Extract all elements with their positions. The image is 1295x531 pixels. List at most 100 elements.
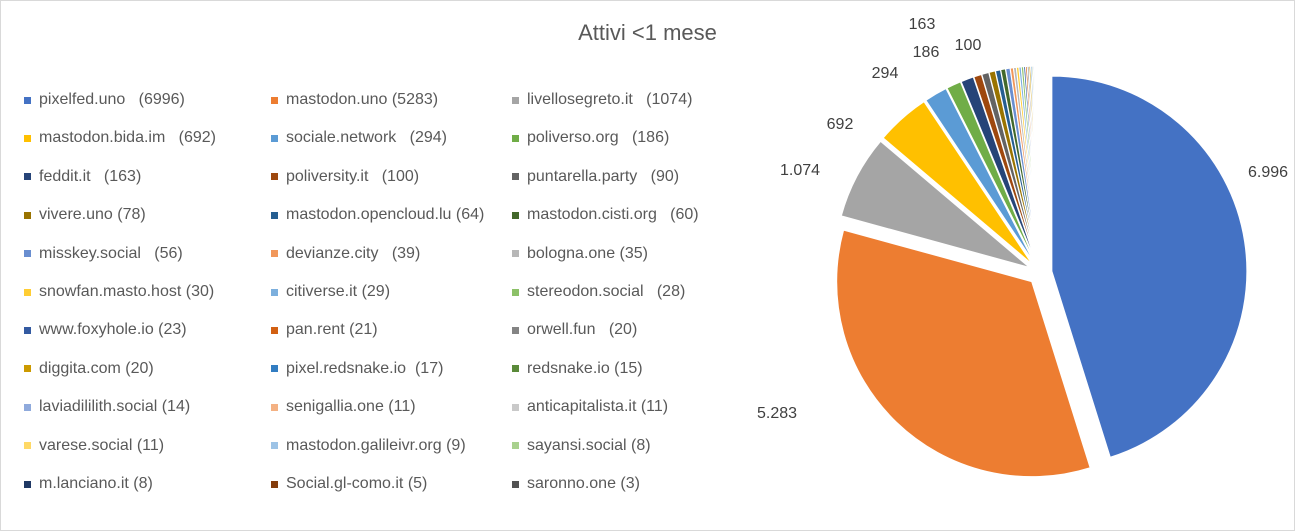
legend-label: stereodon.social (28)	[527, 283, 686, 300]
legend-swatch	[24, 480, 31, 488]
legend-entry: mastodon.cisti.org (60)	[512, 205, 699, 225]
legend-swatch	[512, 134, 519, 142]
legend-label: Social.gl-como.it (5)	[286, 475, 428, 492]
legend-swatch	[271, 211, 278, 219]
data-label: 5.283	[757, 405, 797, 422]
data-label: 163	[909, 16, 936, 33]
legend-entry: varese.social (11)	[24, 436, 164, 456]
legend-swatch	[24, 173, 31, 181]
legend-label: redsnake.io (15)	[527, 359, 643, 377]
legend-entry: pixel.redsnake.io (17)	[271, 359, 443, 379]
legend-entry: pixelfed.uno (6996)	[24, 90, 185, 110]
legend-swatch	[512, 288, 519, 296]
legend-entry: orwell.fun (20)	[512, 320, 637, 340]
legend-label: poliverso.org (186)	[527, 129, 670, 147]
legend-entry: snowfan.masto.host (30)	[24, 282, 214, 302]
pie-slice	[1051, 75, 1248, 458]
legend-label: citiverse.it (29)	[286, 283, 391, 300]
legend-swatch	[271, 403, 278, 411]
legend-entry: saronno.one (3)	[512, 474, 640, 494]
legend-label: vivere.uno (78)	[39, 206, 146, 224]
legend-entry: pan.rent (21)	[271, 320, 378, 340]
legend-entry: bologna.one (35)	[512, 244, 648, 264]
legend-label: orwell.fun (20)	[527, 321, 638, 339]
legend-swatch	[512, 326, 519, 334]
legend-label: pixelfed.uno (6996)	[39, 91, 185, 108]
legend-entry: mastodon.galileivr.org (9)	[271, 436, 466, 456]
legend-entry: stereodon.social (28)	[512, 282, 685, 302]
legend-label: puntarella.party (90)	[527, 167, 680, 185]
pie-slice	[946, 81, 1036, 263]
legend-swatch	[24, 134, 31, 142]
pie-slice	[836, 229, 1091, 478]
legend-entry: m.lanciano.it (8)	[24, 474, 153, 494]
legend-swatch	[24, 442, 31, 450]
pie-slice	[882, 101, 1033, 265]
legend-label: mastodon.opencloud.lu (64)	[286, 206, 485, 224]
legend-entry: mastodon.bida.im (692)	[24, 128, 216, 148]
legend-entry: Social.gl-como.it (5)	[271, 474, 427, 494]
legend-label: snowfan.masto.host (30)	[39, 283, 215, 300]
legend-label: mastodon.galileivr.org (9)	[286, 436, 466, 454]
legend-entry: redsnake.io (15)	[512, 359, 643, 379]
legend-entry: vivere.uno (78)	[24, 205, 146, 225]
legend-label: sayansi.social (8)	[527, 436, 651, 454]
legend-entry: mastodon.opencloud.lu (64)	[271, 205, 484, 225]
legend-entry: sociale.network (294)	[271, 128, 447, 148]
chart-title: Attivi <1 mese	[0, 20, 1295, 46]
legend-swatch	[512, 442, 519, 450]
legend-swatch	[24, 250, 31, 258]
pie-slice	[840, 140, 1030, 268]
legend-label: diggita.com (20)	[39, 359, 154, 377]
legend-swatch	[512, 96, 519, 104]
legend-swatch	[271, 250, 278, 258]
legend-entry: poliversity.it (100)	[271, 167, 419, 187]
legend-swatch	[271, 288, 278, 296]
legend-label: livellosegreto.it (1074)	[527, 91, 693, 108]
legend-label: mastodon.cisti.org (60)	[527, 206, 699, 224]
data-label: 186	[913, 44, 940, 61]
legend-swatch	[512, 403, 519, 411]
legend-swatch	[24, 211, 31, 219]
legend-label: devianze.city (39)	[286, 244, 421, 262]
legend-label: pixel.redsnake.io (17)	[286, 359, 444, 377]
legend-entry: feddit.it (163)	[24, 167, 141, 187]
legend-label: laviadililith.social (14)	[39, 398, 191, 416]
legend-swatch	[24, 403, 31, 411]
data-label: 692	[827, 116, 854, 133]
legend-label: www.foxyhole.io (23)	[39, 321, 187, 339]
legend-entry: senigallia.one (11)	[271, 397, 416, 417]
legend-label: bologna.one (35)	[527, 244, 648, 262]
legend-label: mastodon.uno (5283)	[286, 91, 439, 108]
legend-entry: mastodon.uno (5283)	[271, 90, 438, 110]
legend-label: feddit.it (163)	[39, 167, 142, 185]
legend-entry: laviadililith.social (14)	[24, 397, 190, 417]
legend-label: senigallia.one (11)	[286, 398, 416, 416]
pie-slice	[925, 87, 1035, 263]
legend-swatch	[271, 480, 278, 488]
legend-label: pan.rent (21)	[286, 321, 378, 339]
legend-swatch	[24, 326, 31, 334]
data-label: 6.996	[1248, 164, 1288, 181]
legend-entry: devianze.city (39)	[271, 244, 420, 264]
legend-entry: puntarella.party (90)	[512, 167, 679, 187]
pie-slice	[960, 76, 1037, 262]
legend-swatch	[512, 480, 519, 488]
legend-swatch	[512, 365, 519, 373]
chart-title-text: Attivi <1 mese	[578, 20, 717, 45]
legend-entry: citiverse.it (29)	[271, 282, 390, 302]
legend-swatch	[271, 442, 278, 450]
legend-swatch	[271, 173, 278, 181]
legend-label: m.lanciano.it (8)	[39, 475, 153, 492]
legend-swatch	[24, 96, 31, 104]
legend-entry: poliverso.org (186)	[512, 128, 669, 148]
legend-swatch	[271, 326, 278, 334]
legend-swatch	[24, 288, 31, 296]
data-label: 100	[955, 37, 982, 54]
legend-entry: livellosegreto.it (1074)	[512, 90, 692, 110]
legend-entry: www.foxyhole.io (23)	[24, 320, 187, 340]
legend-swatch	[512, 173, 519, 181]
legend-swatch	[512, 250, 519, 258]
data-label: 1.074	[780, 162, 820, 179]
